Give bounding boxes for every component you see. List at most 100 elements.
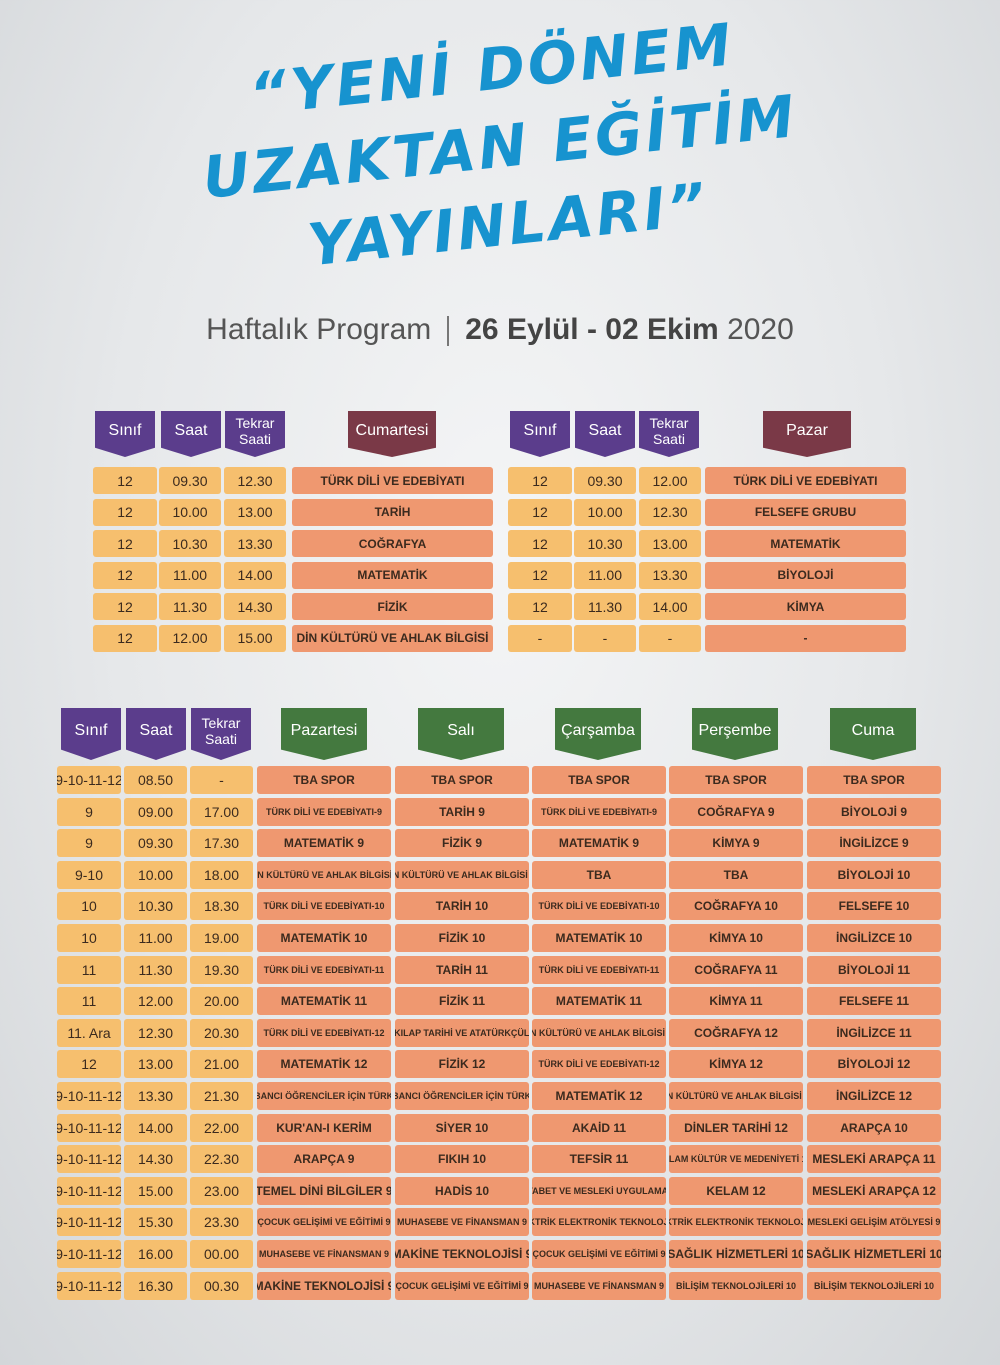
weekend-cell: 09.30 — [159, 467, 221, 494]
weekday-lesson-cell: DİN KÜLTÜRÜ VE AHLAK BİLGİSİ 10 — [395, 860, 529, 889]
weekday-lesson-cell: AKAİD 11 — [532, 1113, 666, 1142]
weekday-lesson-cell: HADİS 10 — [395, 1176, 529, 1205]
weekend-cell: 12 — [508, 561, 572, 589]
weekday-lesson-cell: TARİH 11 — [395, 955, 529, 984]
weekend-lesson-cell: KİMYA — [705, 593, 906, 620]
weekend-cell: 13.00 — [224, 498, 286, 526]
weekday-lesson-cell: FELSEFE 11 — [807, 987, 941, 1016]
weekday-lesson-cell: TBA — [532, 860, 666, 889]
header-sali: Salı — [418, 708, 504, 760]
weekday-cell: 9-10-11-12 — [57, 1271, 121, 1300]
weekend-cell: 12 — [508, 593, 572, 620]
weekend-lesson-cell: MATEMATİK — [292, 561, 493, 589]
weekday-lesson-cell: YABANCI ÖĞRENCİLER İÇİN TÜRKÇE — [257, 1082, 391, 1110]
subtitle-label: Haftalık Program — [206, 313, 432, 346]
weekend-cell: - — [639, 624, 701, 652]
weekday-cell: 13.00 — [124, 1050, 187, 1079]
weekday-lesson-cell: MUHASEBE VE FİNANSMAN 9 — [257, 1240, 391, 1268]
weekday-lesson-cell: COĞRAFYA 10 — [669, 892, 803, 921]
weekday-cell: 9-10-11-12 — [57, 1176, 121, 1205]
header-sinif-sunday: Sınıf — [510, 411, 570, 457]
weekend-cell: 10.00 — [159, 498, 221, 526]
weekday-lesson-cell: SAĞLIK HİZMETLERİ 10 — [807, 1240, 941, 1268]
weekday-cell: 00.30 — [190, 1271, 253, 1300]
weekend-lesson-cell: TÜRK DİLİ VE EDEBİYATI — [292, 467, 493, 494]
weekday-cell: 18.30 — [190, 892, 253, 921]
weekday-lesson-cell: FIKIH 10 — [395, 1145, 529, 1174]
weekday-lesson-cell: T.C İNKILAP TARİHİ VE ATATÜRKÇÜLÜK 12 — [395, 1018, 529, 1047]
weekday-lesson-cell: ARAPÇA 10 — [807, 1113, 941, 1142]
weekday-lesson-cell: COĞRAFYA 9 — [669, 797, 803, 826]
weekday-lesson-cell: MAKİNE TEKNOLOJİSİ 9 — [257, 1271, 391, 1300]
weekday-cell: 15.00 — [124, 1176, 187, 1205]
weekday-cell: - — [190, 766, 253, 794]
weekday-lesson-cell: MATEMATİK 11 — [532, 987, 666, 1016]
weekend-cell: 15.00 — [224, 624, 286, 652]
weekday-cell: 11.00 — [124, 924, 187, 952]
weekend-cell: 13.30 — [639, 561, 701, 589]
header-saat-weekday: Saat — [126, 708, 186, 760]
weekday-cell: 9-10-11-12 — [57, 1145, 121, 1174]
weekend-lesson-cell: TARİH — [292, 498, 493, 526]
weekday-lesson-cell: ELEKTRİK ELEKTRONİK TEKNOLOJİSİ 9 — [669, 1208, 803, 1237]
weekday-lesson-cell: TBA SPOR — [807, 766, 941, 794]
weekend-cell: 12.30 — [224, 467, 286, 494]
weekday-lesson-cell: TÜRK DİLİ VE EDEBİYATI-12 — [532, 1050, 666, 1079]
weekday-lesson-cell: FİZİK 11 — [395, 987, 529, 1016]
weekday-lesson-cell: TÜRK DİLİ VE EDEBİYATI-12 — [257, 1018, 391, 1047]
weekday-cell: 10.00 — [124, 860, 187, 889]
weekend-lesson-cell: - — [705, 624, 906, 652]
weekday-lesson-cell: DİN KÜLTÜRÜ VE AHLAK BİLGİSİ 12 — [669, 1082, 803, 1110]
weekday-lesson-cell: TÜRK DİLİ VE EDEBİYATI-10 — [532, 892, 666, 921]
weekday-cell: 17.30 — [190, 829, 253, 858]
weekend-cell: 12.00 — [639, 467, 701, 494]
weekday-lesson-cell: FİZİK 9 — [395, 829, 529, 858]
weekday-lesson-cell: COĞRAFYA 12 — [669, 1018, 803, 1047]
header-cumartesi: Cumartesi — [348, 411, 436, 457]
weekday-cell: 12.30 — [124, 1018, 187, 1047]
header-tekrar-saturday: Tekrar Saati — [225, 411, 285, 457]
weekday-cell: 22.30 — [190, 1145, 253, 1174]
poster-title: “YENİ DÖNEM UZAKTAN EĞİTİM YAYINLARI” — [0, 0, 1000, 316]
weekday-lesson-cell: KİMYA 10 — [669, 924, 803, 952]
weekday-cell: 9-10-11-12 — [57, 1240, 121, 1268]
weekday-lesson-cell: İNGİLİZCE 9 — [807, 829, 941, 858]
weekday-lesson-cell: ARAPÇA 9 — [257, 1145, 391, 1174]
weekday-lesson-cell: SAĞLIK HİZMETLERİ 10 — [669, 1240, 803, 1268]
weekday-cell: 9-10-11-12 — [57, 1208, 121, 1237]
weekend-cell: 09.30 — [574, 467, 636, 494]
header-saat-saturday: Saat — [161, 411, 221, 457]
weekday-lesson-cell: TBA SPOR — [669, 766, 803, 794]
header-sinif-weekday: Sınıf — [61, 708, 121, 760]
weekday-cell: 17.00 — [190, 797, 253, 826]
weekday-lesson-cell: TARİH 9 — [395, 797, 529, 826]
weekend-cell: 14.30 — [224, 593, 286, 620]
weekday-cell: 10 — [57, 924, 121, 952]
weekend-cell: 12 — [93, 561, 157, 589]
weekday-lesson-cell: MATEMATİK 12 — [257, 1050, 391, 1079]
weekday-cell: 19.30 — [190, 955, 253, 984]
weekend-cell: 12 — [93, 624, 157, 652]
weekday-lesson-cell: ÇOCUK GELİŞİMİ VE EĞİTİMİ 9 — [257, 1208, 391, 1237]
weekday-lesson-cell: BİYOLOJİ 11 — [807, 955, 941, 984]
weekday-cell: 12 — [57, 1050, 121, 1079]
weekday-lesson-cell: MAKİNE TEKNOLOJİSİ 9 — [395, 1240, 529, 1268]
weekday-lesson-cell: İSLAM KÜLTÜR VE MEDENİYETİ 12 — [669, 1145, 803, 1174]
weekend-cell: 11.30 — [159, 593, 221, 620]
weekday-lesson-cell: MATEMATİK 12 — [532, 1082, 666, 1110]
weekday-lesson-cell: TBA — [669, 860, 803, 889]
weekday-cell: 14.00 — [124, 1113, 187, 1142]
header-tekrar-weekday: Tekrar Saati — [191, 708, 251, 760]
weekday-lesson-cell: İNGİLİZCE 11 — [807, 1018, 941, 1047]
weekday-cell: 23.30 — [190, 1208, 253, 1237]
weekday-lesson-cell: BİLİŞİM TEKNOLOJİLERİ 10 — [669, 1271, 803, 1300]
weekend-cell: 11.00 — [574, 561, 636, 589]
header-pazartesi: Pazartesi — [281, 708, 367, 760]
weekday-lesson-cell: DİN KÜLTÜRÜ VE AHLAK BİLGİSİ 9 — [257, 860, 391, 889]
weekday-cell: 22.00 — [190, 1113, 253, 1142]
weekend-lesson-cell: FİZİK — [292, 593, 493, 620]
weekend-cell: 12 — [508, 498, 572, 526]
weekday-lesson-cell: BİLİŞİM TEKNOLOJİLERİ 10 — [807, 1271, 941, 1300]
weekday-lesson-cell: MUHASEBE VE FİNANSMAN 9 — [532, 1271, 666, 1300]
weekend-lesson-cell: TÜRK DİLİ VE EDEBİYATI — [705, 467, 906, 494]
